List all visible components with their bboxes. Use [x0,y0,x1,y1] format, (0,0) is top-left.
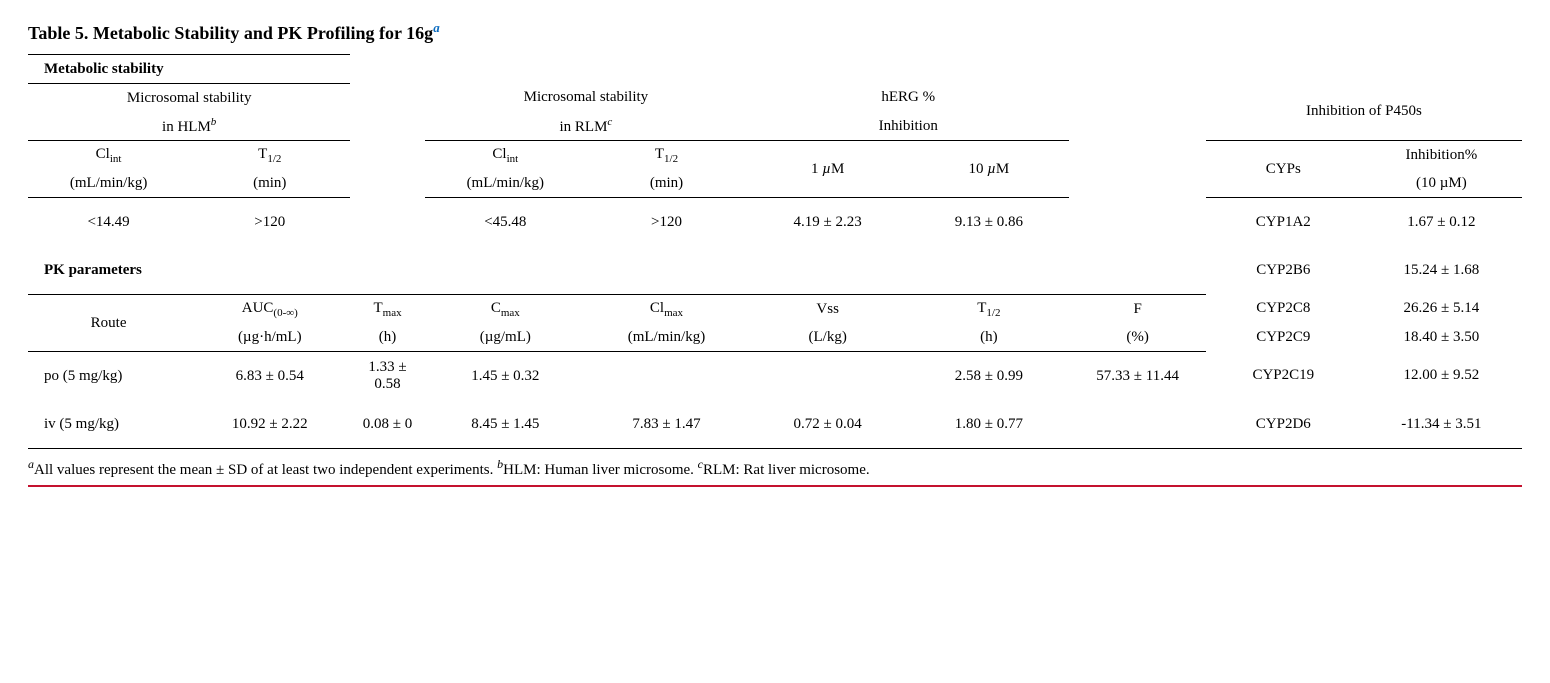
pk-f-1 [1069,400,1205,449]
pk-tmax-1: 0.08 ± 0 [350,400,424,449]
pk-f-h2: (%) [1069,323,1205,352]
pk-thalf-h1: T1/2 [908,295,1069,324]
pk-tmax-h1: Tmax [350,295,424,324]
fn-a: All values represent the mean ± SD of at… [34,462,497,478]
pk-f-0: 57.33 ± 11.44 [1069,352,1205,401]
herg-header-1: hERG % [747,84,1069,113]
pk-thalf-0: 2.58 ± 0.99 [908,352,1069,401]
metabolic-label: Metabolic stability [28,55,350,84]
hlm-t-h2: (min) [189,169,350,198]
hlm-header-1: Microsomal stability [28,84,350,113]
group-header-1: Microsomal stability Microsomal stabilit… [28,84,1522,113]
herg1-val: 4.19 ± 2.23 [747,198,908,247]
pk-table: Metabolic stability Microsomal stability… [28,54,1522,449]
table-title: Table 5. Metabolic Stability and PK Prof… [28,20,1522,44]
rlm-header-2: in RLMc [425,112,747,141]
pk-auc-h1: AUC(0-∞) [189,295,350,324]
cyp-val-1: 15.24 ± 1.68 [1361,246,1522,295]
cyp-name-4: CYP2C19 [1206,352,1361,401]
section-row-metabolic: Metabolic stability [28,55,1522,84]
pk-clmax-h1: Clmax [586,295,747,324]
cyp-val-3: 18.40 ± 3.50 [1361,323,1522,352]
pk-auc-1: 10.92 ± 2.22 [189,400,350,449]
herg10-val: 9.13 ± 0.86 [908,198,1069,247]
pk-auc-0: 6.83 ± 0.54 [189,352,350,401]
pk-route-h: Route [28,295,189,352]
p450-header: Inhibition of P450s [1206,84,1522,141]
pk-thalf-1: 1.80 ± 0.77 [908,400,1069,449]
title-sup: a [433,20,440,35]
pk-auc-h2: (µg·h/mL) [189,323,350,352]
pk-tmax-0: 1.33 ± 0.58 [350,352,424,401]
cyp-name-1: CYP2B6 [1206,246,1361,295]
pk-label: PK parameters [28,246,350,295]
sub-header-1: Clint T1/2 Clint T1/2 1 µM 10 µM CYPs In… [28,141,1522,170]
footnote: aAll values represent the mean ± SD of a… [28,451,1522,487]
hlm-cl-h1: Clint [28,141,189,170]
cyp-name-0: CYP1A2 [1206,198,1361,247]
pk-route-0: po (5 mg/kg) [28,352,189,401]
hlm-cl-val: <14.49 [28,198,189,247]
pk-f-h1: F [1069,295,1205,324]
cyp-val-4: 12.00 ± 9.52 [1361,352,1522,401]
inh-h1: Inhibition% [1361,141,1522,170]
pk-row-po: po (5 mg/kg) 6.83 ± 0.54 1.33 ± 0.58 1.4… [28,352,1522,401]
pk-row-iv: iv (5 mg/kg) 10.92 ± 2.22 0.08 ± 0 8.45 … [28,400,1522,449]
rlm-header-1: Microsomal stability [425,84,747,113]
fn-b: HLM: Human liver microsome. [503,462,698,478]
pk-header-1: Route AUC(0-∞) Tmax Cmax Clmax Vss T1/2 … [28,295,1522,324]
rlm-t-h1: T1/2 [586,141,747,170]
herg-1um: 1 µM [747,141,908,198]
rlm-cl-h2: (mL/min/kg) [425,169,586,198]
pk-vss-1: 0.72 ± 0.04 [747,400,908,449]
pk-clmax-h2: (mL/min/kg) [586,323,747,352]
pk-tmax-h2: (h) [350,323,424,352]
pk-thalf-h2: (h) [908,323,1069,352]
pk-cmax-h1: Cmax [425,295,586,324]
cyps-header: CYPs [1206,141,1361,198]
hlm-header-2: in HLMb [28,112,350,141]
cyp-name-2: CYP2C8 [1206,295,1361,324]
pk-clmax-0 [586,352,747,401]
ms-data-row: <14.49 >120 <45.48 >120 4.19 ± 2.23 9.13… [28,198,1522,247]
cyp-name-5: CYP2D6 [1206,400,1361,449]
herg-header-2: Inhibition [747,112,1069,141]
rlm-cl-val: <45.48 [425,198,586,247]
cyp-val-2: 26.26 ± 5.14 [1361,295,1522,324]
pk-route-1: iv (5 mg/kg) [28,400,189,449]
cyp-val-5: -11.34 ± 3.51 [1361,400,1522,449]
rlm-t-h2: (min) [586,169,747,198]
section-row-pk: PK parameters CYP2B6 15.24 ± 1.68 [28,246,1522,295]
pk-cmax-1: 8.45 ± 1.45 [425,400,586,449]
rlm-cl-h1: Clint [425,141,586,170]
hlm-cl-h2: (mL/min/kg) [28,169,189,198]
hlm-t-h1: T1/2 [189,141,350,170]
cyp-val-0: 1.67 ± 0.12 [1361,198,1522,247]
cyp-name-3: CYP2C9 [1206,323,1361,352]
pk-vss-h2: (L/kg) [747,323,908,352]
hlm-t-val: >120 [189,198,350,247]
pk-cmax-h2: (µg/mL) [425,323,586,352]
title-text: Table 5. Metabolic Stability and PK Prof… [28,23,433,43]
inh-h2: (10 µM) [1361,169,1522,198]
pk-clmax-1: 7.83 ± 1.47 [586,400,747,449]
pk-cmax-0: 1.45 ± 0.32 [425,352,586,401]
pk-header-2: (µg·h/mL) (h) (µg/mL) (mL/min/kg) (L/kg)… [28,323,1522,352]
pk-vss-h1: Vss [747,295,908,324]
rlm-t-val: >120 [586,198,747,247]
fn-c: RLM: Rat liver microsome. [703,462,870,478]
herg-10um: 10 µM [908,141,1069,198]
pk-vss-0 [747,352,908,401]
